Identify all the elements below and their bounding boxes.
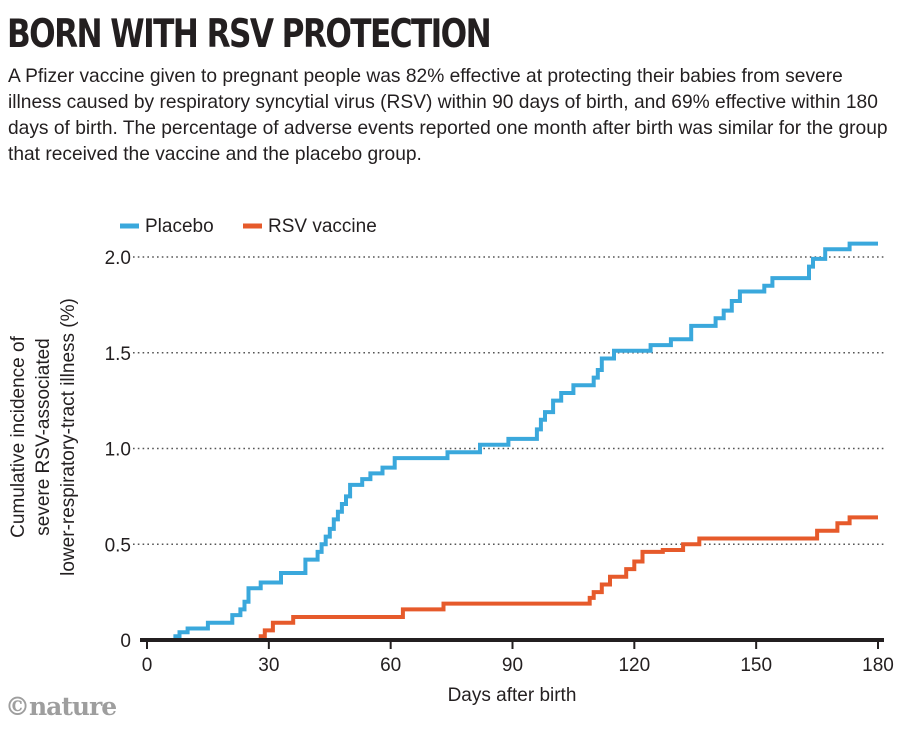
y-tick-label: 0.5 <box>105 535 131 556</box>
legend: Placebo RSV vaccine <box>120 216 377 237</box>
x-tick-label: 60 <box>380 655 401 676</box>
y-tick-label: 1.5 <box>105 344 131 365</box>
y-tick-label: 0 <box>120 631 131 652</box>
x-tick-label: 30 <box>258 655 279 676</box>
y-tick-label: 2.0 <box>105 248 131 269</box>
y-axis-label-line-1: Cumulative incidence of <box>8 335 29 537</box>
x-tick-label: 180 <box>862 655 894 676</box>
gridlines <box>133 256 886 546</box>
series-lines <box>147 241 878 642</box>
nature-logo: ©nature <box>5 692 117 721</box>
axes: 0 0.5 1.0 1.5 2.0 0 30 60 90 120 150 180 <box>105 248 894 676</box>
y-axis-label-line-3: lower-respiratory-tract illness (%) <box>58 298 79 576</box>
legend-label-placebo: Placebo <box>145 216 214 237</box>
x-tick-label: 150 <box>740 655 772 676</box>
x-axis-label: Days after birth <box>448 685 577 706</box>
chart-title: BORN WITH RSV PROTECTION <box>7 12 492 57</box>
y-axis-label-line-2: severe RSV-associated <box>33 338 54 536</box>
x-tick-label: 0 <box>142 655 153 676</box>
series-line-placebo <box>147 241 878 642</box>
y-tick-label: 1.0 <box>105 440 131 461</box>
x-tick-label: 120 <box>618 655 650 676</box>
x-tick-label: 90 <box>502 655 523 676</box>
y-axis-label: Cumulative incidence of severe RSV-assoc… <box>8 298 79 576</box>
legend-label-vaccine: RSV vaccine <box>268 216 377 237</box>
series-line-rsv-vaccine <box>256 515 878 642</box>
chart-subtitle: A Pfizer vaccine given to pregnant peopl… <box>8 66 888 165</box>
